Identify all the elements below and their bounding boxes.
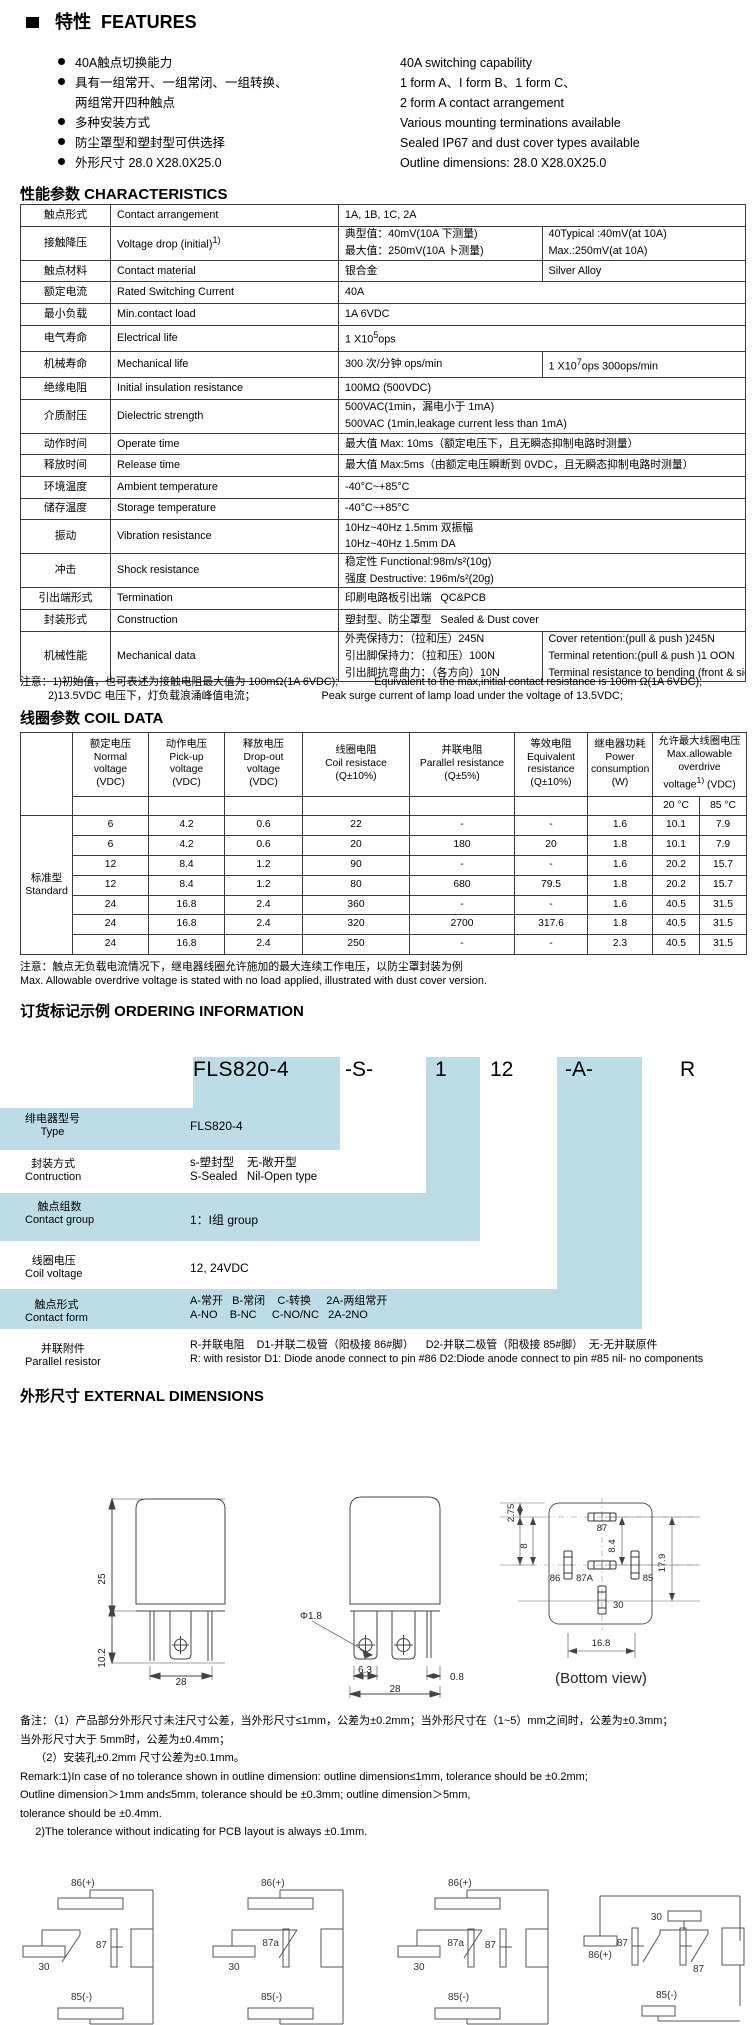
svg-text:87: 87	[96, 1940, 108, 1951]
svg-text:86(+): 86(+)	[448, 1878, 472, 1889]
svg-text:85(-): 85(-)	[261, 1992, 282, 2003]
svg-text:85(-): 85(-)	[71, 1992, 92, 2003]
svg-text:86(+): 86(+)	[71, 1878, 95, 1889]
svg-text:87: 87	[617, 1938, 629, 1949]
svg-text:86(+): 86(+)	[261, 1878, 285, 1889]
svg-text:30: 30	[38, 1962, 50, 1973]
svg-text:85(-): 85(-)	[448, 1992, 469, 2003]
svg-text:87a: 87a	[447, 1938, 464, 1949]
svg-text:85(-): 85(-)	[656, 1990, 677, 2001]
svg-text:30: 30	[651, 1912, 663, 1923]
svg-text:87: 87	[693, 1964, 705, 1975]
svg-text:86(+): 86(+)	[588, 1950, 612, 1961]
svg-text:87: 87	[485, 1940, 497, 1951]
svg-text:30: 30	[413, 1962, 425, 1973]
svg-text:87a: 87a	[262, 1938, 279, 1949]
svg-text:30: 30	[228, 1962, 240, 1973]
